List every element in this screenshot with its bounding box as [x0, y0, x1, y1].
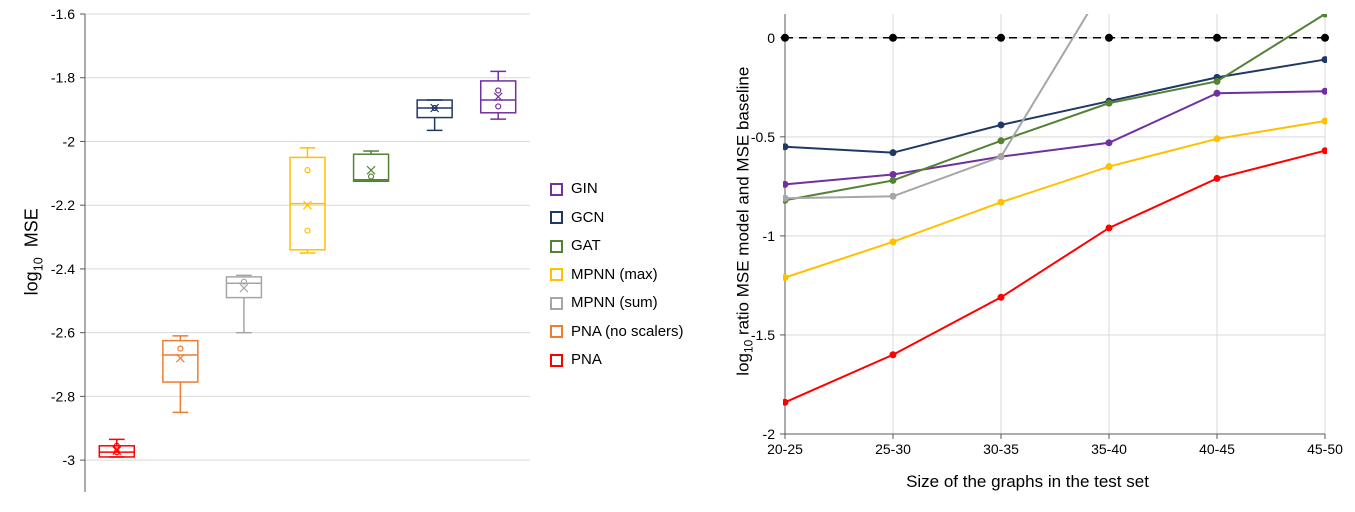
svg-text:40-45: 40-45: [1199, 441, 1235, 457]
lineplot-xlabel: Size of the graphs in the test set: [700, 472, 1355, 492]
legend-label: PNA (no scalers): [571, 318, 684, 347]
legend-swatch: [550, 183, 563, 196]
legend: GINGCNGATMPNN (max)MPNN (sum)PNA (no sca…: [550, 175, 684, 375]
legend-item: GCN: [550, 204, 684, 233]
lineplot-panel: log10 ratio MSE model and MSE baseline 0…: [700, 0, 1355, 512]
legend-label: MPNN (sum): [571, 289, 658, 318]
legend-label: PNA: [571, 346, 602, 375]
legend-label: GCN: [571, 204, 604, 233]
legend-item: MPNN (sum): [550, 289, 684, 318]
svg-text:-1.5: -1.5: [751, 327, 775, 343]
boxplot-panel: log10 MSE -1.6-1.8-2-2.2-2.4-2.6-2.8-3 G…: [0, 0, 700, 512]
lineplot-svg: 0 -0.5 -1 -1.5 -220-25 25-30 30-35 35-40 40-45 45…: [700, 0, 1355, 512]
svg-text:-3: -3: [63, 452, 76, 468]
svg-text:-0.5: -0.5: [751, 129, 775, 145]
svg-text:35-40: 35-40: [1091, 441, 1127, 457]
legend-label: GAT: [571, 232, 601, 261]
svg-text:30-35: 30-35: [983, 441, 1019, 457]
figure-container: log10 MSE -1.6-1.8-2-2.2-2.4-2.6-2.8-3 G…: [0, 0, 1355, 512]
svg-text:-2.2: -2.2: [51, 197, 75, 213]
legend-swatch: [550, 240, 563, 253]
legend-swatch: [550, 268, 563, 281]
svg-text:-2: -2: [763, 426, 776, 442]
legend-swatch: [550, 211, 563, 224]
svg-text:-2.6: -2.6: [51, 325, 75, 341]
legend-swatch: [550, 354, 563, 367]
legend-label: GIN: [571, 175, 598, 204]
svg-text:-2.4: -2.4: [51, 261, 75, 277]
svg-text:45-50: 45-50: [1307, 441, 1343, 457]
legend-swatch: [550, 297, 563, 310]
svg-text:-1.8: -1.8: [51, 70, 75, 86]
legend-item: PNA (no scalers): [550, 318, 684, 347]
legend-item: MPNN (max): [550, 261, 684, 290]
boxplot-svg: -1.6 -1.8 -2 -2.2 -2.4 -2.6 -2.8 -3: [0, 0, 540, 512]
svg-text:25-30: 25-30: [875, 441, 911, 457]
legend-item: PNA: [550, 346, 684, 375]
legend-item: GAT: [550, 232, 684, 261]
legend-item: GIN: [550, 175, 684, 204]
svg-text:-2: -2: [63, 133, 76, 149]
svg-text:20-25: 20-25: [767, 441, 803, 457]
svg-text:0: 0: [767, 30, 775, 46]
svg-text:-1.6: -1.6: [51, 6, 75, 22]
svg-text:-2.8: -2.8: [51, 388, 75, 404]
legend-label: MPNN (max): [571, 261, 658, 290]
svg-text:-1: -1: [763, 228, 776, 244]
legend-swatch: [550, 325, 563, 338]
